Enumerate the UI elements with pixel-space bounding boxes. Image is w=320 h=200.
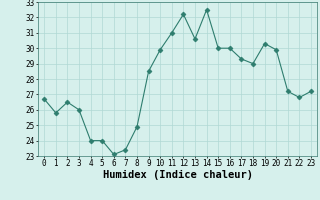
X-axis label: Humidex (Indice chaleur): Humidex (Indice chaleur) bbox=[103, 170, 252, 180]
